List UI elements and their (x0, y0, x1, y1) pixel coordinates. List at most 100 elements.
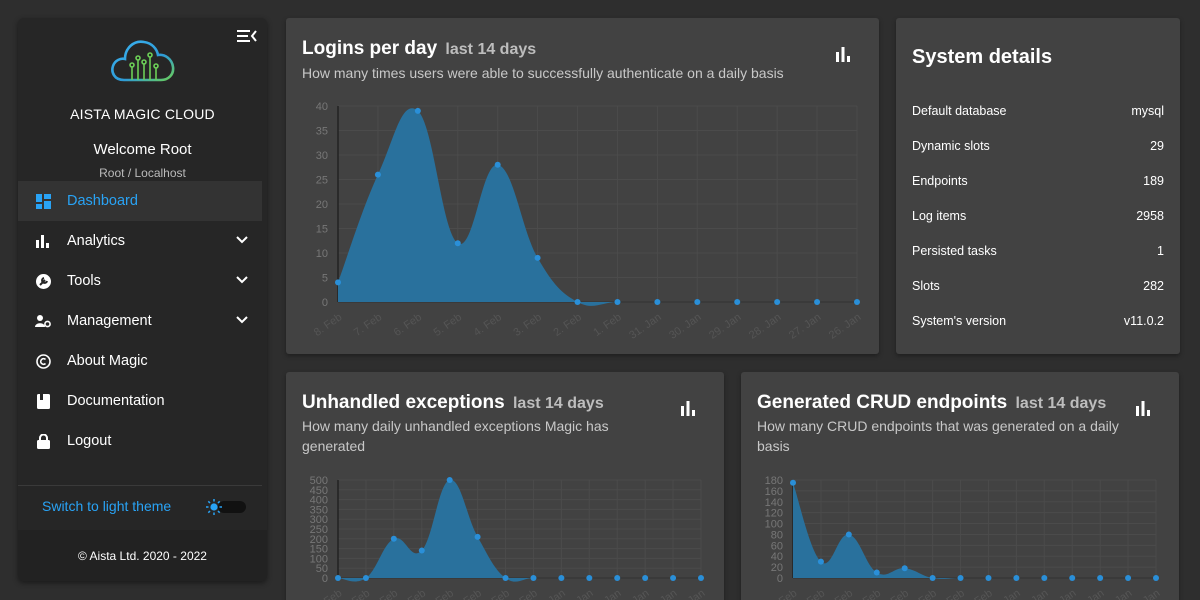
menu-collapse-icon[interactable] (237, 28, 257, 44)
y-tick-label: 450 (310, 485, 328, 497)
data-point[interactable] (446, 477, 453, 483)
data-point[interactable] (670, 575, 677, 581)
data-point[interactable] (534, 254, 541, 261)
x-tick-label: 1. Feb (507, 587, 539, 600)
sidebar-nav: Dashboard Analytics Tools Management (18, 181, 267, 461)
x-tick-label: 28. Jan (747, 311, 783, 342)
row-label: Slots (912, 279, 940, 293)
sidebar-item-dashboard[interactable]: Dashboard (18, 181, 262, 221)
data-point[interactable] (698, 575, 704, 581)
chart-type-button[interactable] (679, 400, 697, 418)
sun-icon (206, 499, 222, 515)
data-point[interactable] (790, 479, 796, 486)
data-point[interactable] (734, 299, 741, 305)
x-tick-label: 6. Feb (823, 587, 855, 600)
series-area (338, 108, 857, 306)
user-info: Root / Localhost (99, 166, 186, 180)
chevron-down-icon[interactable] (235, 315, 249, 325)
data-point[interactable] (474, 533, 481, 540)
data-point[interactable] (957, 575, 964, 581)
x-tick-label: 8. Feb (767, 587, 799, 600)
theme-toggle[interactable] (206, 499, 248, 515)
data-point[interactable] (390, 535, 397, 542)
data-point[interactable] (817, 558, 824, 565)
exceptions-title: Unhandled exceptions (302, 392, 505, 413)
series-area (338, 479, 701, 582)
data-point[interactable] (558, 575, 565, 581)
x-tick-label: 8. Feb (312, 311, 344, 339)
data-point[interactable] (414, 107, 421, 114)
data-point[interactable] (654, 299, 661, 305)
row-label: Log items (912, 209, 967, 223)
data-point[interactable] (614, 575, 621, 581)
data-point[interactable] (929, 575, 936, 581)
sidebar-item-label: About Magic (67, 353, 148, 369)
logins-description: How many times users were able to succes… (302, 65, 784, 81)
y-tick-label: 0 (322, 297, 328, 309)
sidebar-item-label: Analytics (67, 233, 126, 249)
system-row: Default database mysql (912, 104, 1164, 118)
copyright-text: © Aista Ltd. 2020 - 2022 (78, 548, 207, 563)
data-point[interactable] (418, 547, 425, 554)
sidebar-item-about-magic[interactable]: About Magic (18, 341, 267, 381)
data-point[interactable] (1153, 575, 1159, 581)
data-point[interactable] (901, 565, 908, 572)
data-point[interactable] (774, 299, 781, 305)
row-label: Default database (912, 104, 1007, 118)
sidebar-item-tools[interactable]: Tools (18, 261, 267, 301)
data-point[interactable] (362, 575, 369, 581)
sidebar-item-management[interactable]: Management (18, 301, 267, 341)
switch-theme-link[interactable]: Switch to light theme (42, 498, 172, 514)
data-point[interactable] (1097, 575, 1104, 581)
data-point[interactable] (1013, 575, 1020, 581)
x-tick-label: 3. Feb (906, 587, 938, 600)
dashboard-icon (35, 193, 51, 209)
data-point[interactable] (694, 299, 701, 305)
data-point[interactable] (854, 299, 860, 305)
sidebar-item-label: Dashboard (67, 193, 138, 209)
data-point[interactable] (374, 171, 381, 178)
x-tick-label: 4. Feb (472, 311, 504, 339)
data-point[interactable] (985, 575, 992, 581)
logins-card: Logins per day last 14 days How many tim… (286, 18, 879, 354)
row-value: 189 (1143, 174, 1164, 188)
sidebar-item-analytics[interactable]: Analytics (18, 221, 267, 261)
chevron-down-icon[interactable] (235, 235, 249, 245)
x-tick-label: 2. Feb (934, 587, 966, 600)
data-point[interactable] (335, 575, 341, 581)
data-point[interactable] (454, 240, 461, 247)
data-point[interactable] (335, 279, 341, 286)
data-point[interactable] (574, 299, 581, 305)
data-point[interactable] (1041, 575, 1048, 581)
x-tick-label: 4. Feb (424, 587, 456, 600)
sidebar-item-documentation[interactable]: Documentation (18, 381, 267, 421)
data-point[interactable] (494, 161, 501, 168)
y-tick-label: 40 (316, 101, 328, 113)
data-point[interactable] (1069, 575, 1076, 581)
crud-card: Generated CRUD endpoints last 14 days Ho… (741, 372, 1179, 600)
data-point[interactable] (586, 575, 593, 581)
data-point[interactable] (845, 531, 852, 538)
system-title: System details (912, 46, 1053, 68)
wrench-icon (35, 273, 51, 289)
lock-icon (35, 433, 51, 449)
x-tick-label: 2. Feb (551, 311, 583, 339)
chart-type-button[interactable] (834, 46, 852, 64)
data-point[interactable] (1125, 575, 1132, 581)
exceptions-card: Unhandled exceptions last 14 days How ma… (286, 372, 724, 600)
welcome-text: Welcome Root (93, 141, 192, 158)
sidebar-item-logout[interactable]: Logout (18, 421, 267, 461)
data-point[interactable] (642, 575, 649, 581)
chevron-down-icon[interactable] (235, 275, 249, 285)
y-tick-label: 100 (765, 519, 783, 531)
y-tick-label: 25 (316, 175, 328, 187)
data-point[interactable] (814, 299, 821, 305)
chart-type-button[interactable] (1134, 400, 1152, 418)
sidebar-item-label: Management (67, 313, 152, 329)
data-point[interactable] (614, 299, 621, 305)
data-point[interactable] (530, 575, 537, 581)
data-point[interactable] (502, 575, 509, 581)
system-details-card: System details Default database mysql Dyn… (896, 18, 1180, 354)
data-point[interactable] (873, 569, 880, 576)
